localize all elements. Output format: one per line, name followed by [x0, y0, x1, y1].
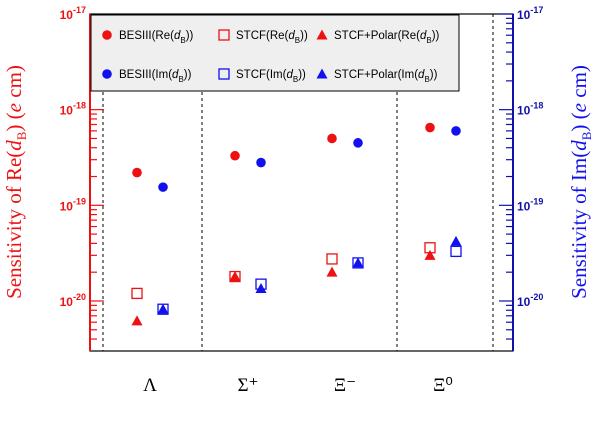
legend-marker: [316, 29, 328, 40]
data-point: [451, 126, 461, 136]
data-point: [326, 253, 338, 265]
data-point: [425, 122, 435, 133]
data-point: [255, 283, 267, 294]
data-point: [157, 303, 169, 314]
left-tick-label: 10-18: [60, 101, 86, 118]
legend-entry: BESIII(Im(dB)): [119, 69, 192, 84]
legend-entry: STCF(Re(dB)): [236, 30, 308, 45]
right-tick-label: 10-20: [517, 292, 543, 309]
left-tick-label: 10-19: [60, 196, 86, 213]
legend-marker: [218, 68, 230, 80]
legend-box: [90, 14, 460, 92]
legend-entry: STCF(Im(dB)): [236, 69, 306, 84]
right-tick-label: 10-17: [517, 5, 543, 22]
data-point: [450, 245, 462, 258]
category-label: Σ⁺: [237, 375, 258, 396]
data-point: [450, 235, 462, 246]
left-tick-label: 10-20: [60, 292, 86, 309]
left-axis-title: Sensitivity of Re(dB) (e cm): [2, 65, 29, 299]
data-point: [229, 271, 241, 282]
right-axis-title: Sensitivity of Im(dB) (e cm): [567, 65, 594, 299]
data-point: [352, 257, 364, 268]
category-label: Ξ⁻: [334, 375, 356, 396]
legend-marker: [218, 29, 230, 41]
legend-marker: [316, 68, 328, 79]
frame-layer: [89, 13, 514, 352]
data-point: [158, 182, 168, 192]
legend-entry: BESIII(Re(dB)): [119, 30, 194, 45]
category-label: Ξ⁰: [433, 375, 453, 396]
legend: BESIII(Re(dB)) STCF(Re(dB)) STCF+Polar(Re(…: [90, 14, 460, 92]
data-points: [131, 122, 462, 326]
data-point: [424, 249, 436, 260]
legend-marker: [102, 69, 112, 79]
right-tick-label: 10-19: [517, 196, 543, 213]
legend-entry: STCF+Polar(Im(dB)): [334, 69, 438, 84]
axis-labels: Λ Σ⁺ Ξ⁻ Ξ⁰ Sensitivity of Re(dB) (e cm) Sensi…: [2, 65, 594, 396]
data-point: [131, 287, 143, 300]
data-point: [131, 315, 143, 326]
data-point: [230, 150, 240, 161]
legend-entry: STCF+Polar(Re(dB)): [334, 30, 440, 45]
legend-marker: [102, 30, 112, 40]
data-point: [132, 167, 142, 178]
data-point: [326, 266, 338, 277]
left-tick-label: 10-17: [60, 5, 86, 22]
data-point: [353, 138, 363, 148]
axis-ticks: 10-20 10-20 10-19 10-19 10-18 10-18 10-17 10-17: [60, 5, 543, 340]
right-tick-label: 10-18: [517, 101, 543, 118]
data-point: [256, 157, 266, 168]
category-label: Λ: [143, 375, 157, 396]
data-point: [327, 133, 337, 144]
